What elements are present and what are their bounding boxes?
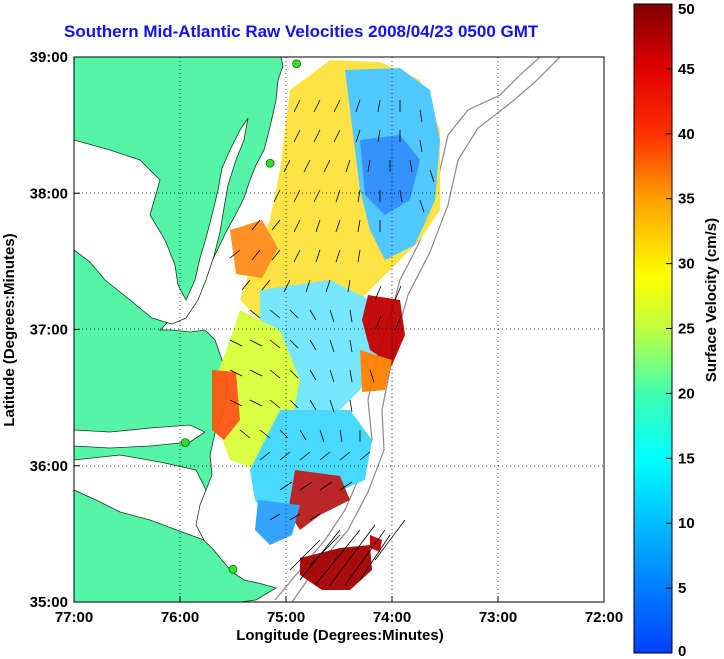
colorbar-label: Surface Velocity (cm/s) bbox=[703, 218, 720, 382]
y-axis-ticks: 39:00 38:00 37:00 36:00 35:00 bbox=[30, 49, 80, 611]
chesapeake-bay bbox=[74, 117, 249, 325]
colorbar-tick-label: 45 bbox=[678, 61, 695, 78]
y-axis-label: Latitude (Degrees:Minutes) bbox=[1, 233, 18, 426]
colorbar-tick-label: 30 bbox=[678, 256, 695, 273]
colorbar-tick-label: 25 bbox=[678, 321, 695, 338]
y-tick-label: 39:00 bbox=[30, 49, 68, 66]
station-marker bbox=[292, 59, 302, 69]
albemarle-sound bbox=[74, 424, 206, 449]
station-marker bbox=[228, 564, 238, 574]
station-marker bbox=[265, 158, 275, 168]
x-tick-label: 74:00 bbox=[373, 609, 411, 626]
colorbar-tick-label: 20 bbox=[678, 385, 695, 402]
x-axis-label: Longitude (Degrees:Minutes) bbox=[236, 627, 444, 644]
y-tick-label: 35:00 bbox=[30, 594, 68, 611]
velocity-field bbox=[212, 60, 440, 590]
x-tick-label: 73:00 bbox=[479, 609, 517, 626]
station-markers bbox=[180, 59, 302, 574]
x-axis-ticks: 77:00 76:00 75:00 74:00 73:00 72:00 bbox=[55, 596, 623, 626]
colorbar-tick-label: 0 bbox=[678, 643, 686, 659]
colorbar-tick-label: 15 bbox=[678, 450, 695, 467]
grid-lines bbox=[74, 57, 604, 602]
x-tick-label: 77:00 bbox=[55, 609, 93, 626]
colorbar-tick-label: 10 bbox=[678, 515, 695, 532]
depth-contour-2 bbox=[291, 57, 561, 602]
colorbar-tick-label: 5 bbox=[678, 580, 686, 597]
colorbar-tick-label: 40 bbox=[678, 126, 695, 143]
y-tick-label: 37:00 bbox=[30, 322, 68, 339]
velocity-arrows bbox=[229, 99, 435, 586]
x-tick-label: 75:00 bbox=[267, 609, 305, 626]
colorbar-tick-label: 35 bbox=[678, 191, 695, 208]
pamlico-sound bbox=[74, 454, 207, 541]
x-tick-label: 72:00 bbox=[585, 609, 623, 626]
station-marker bbox=[180, 438, 190, 447]
y-tick-label: 38:00 bbox=[30, 185, 68, 202]
x-tick-label: 76:00 bbox=[161, 609, 199, 626]
map-title: Southern Mid-Atlantic Raw Velocities 200… bbox=[64, 22, 539, 41]
y-tick-label: 36:00 bbox=[30, 458, 68, 475]
colorbar bbox=[633, 3, 673, 654]
colorbar-tick-label: 50 bbox=[678, 1, 695, 18]
